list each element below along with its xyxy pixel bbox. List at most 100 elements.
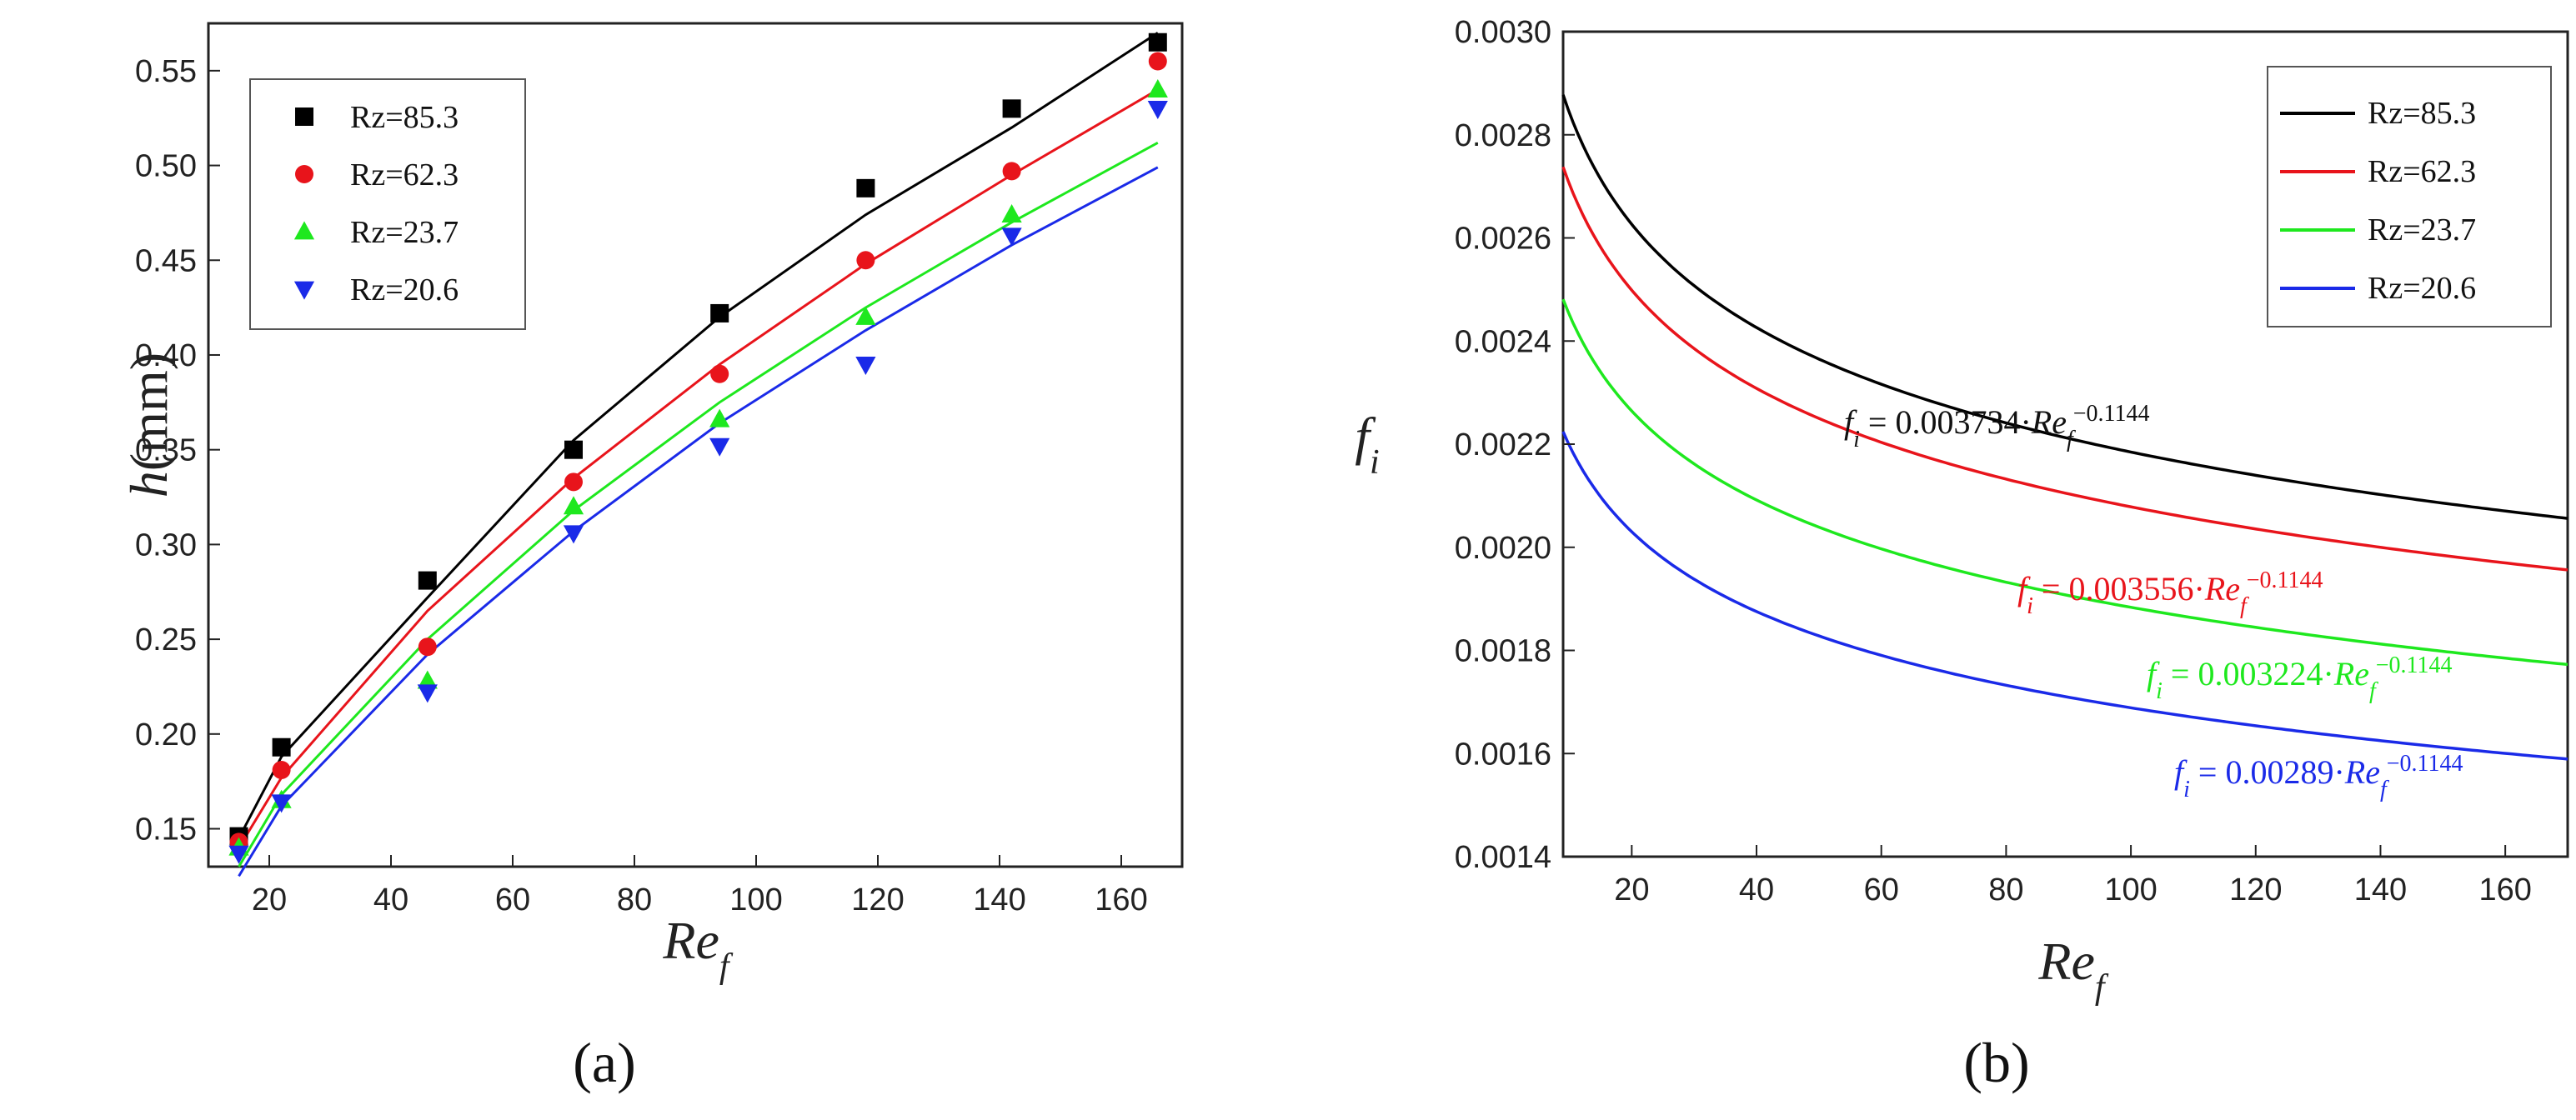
a-ytick-label-8: 0.55	[135, 54, 197, 89]
chart-b-legend-lines	[2280, 112, 2355, 290]
a-point-s1-3	[564, 472, 583, 492]
chart-b-x-axis-title: Ref	[2037, 932, 2109, 1007]
a-point-s3-1	[271, 794, 292, 813]
b-ytick-label-5: 0.0024	[1455, 324, 1551, 359]
a-point-s3-5	[855, 356, 876, 375]
b-series-line-0	[1561, 94, 2568, 520]
b-ytick-label-6: 0.0026	[1455, 222, 1551, 257]
a-point-s3-0	[228, 845, 249, 864]
chart-b-y-axis-title: fi	[1355, 407, 1379, 482]
equation-rz85: fi = 0.003734·Ref−0.1144	[1844, 401, 2150, 452]
a-xtick-label-5: 120	[851, 882, 904, 918]
a-ytick-label-6: 0.45	[135, 243, 197, 278]
legend-b-label-0: Rz=85.3	[2368, 96, 2476, 131]
chart-a: 20 40 60 80 100 120 140 160 0.15 0.20 0.25 0.30 0.3…	[119, 22, 1184, 1094]
b-ytick-label-2: 0.0018	[1455, 634, 1551, 669]
a-ytick-label-1: 0.20	[135, 718, 197, 752]
a-point-s3-4	[709, 438, 730, 457]
b-xtick-label-5: 120	[2229, 872, 2282, 908]
a-point-s3-6	[1001, 228, 1022, 247]
equation-rz62: fi = 0.003556·Ref−0.1144	[2017, 568, 2323, 619]
a-point-s3-3	[563, 525, 584, 544]
b-xtick-label-6: 140	[2354, 872, 2407, 908]
chart-a-x-axis-title: Ref	[662, 911, 734, 986]
b-xtick-label-3: 80	[1988, 872, 2023, 908]
b-xtick-label-7: 160	[2478, 872, 2531, 908]
chart-b: 20 40 60 80 100 120 140 160 0.00140.00160.00180…	[1355, 15, 2569, 1094]
legend-a-label-3: Rz=20.6	[350, 272, 459, 308]
equation-rz23: fi = 0.003224·Ref−0.1144	[2147, 652, 2453, 704]
chart-a-y-axis-title: h(mm)	[119, 352, 178, 498]
legend-a-marker-3	[293, 281, 315, 300]
a-point-s0-4	[710, 303, 729, 322]
a-xtick-label-1: 40	[373, 882, 408, 918]
a-point-s0-3	[564, 440, 583, 459]
a-point-s0-5	[856, 178, 875, 198]
a-fit-line-3	[238, 166, 1159, 878]
a-point-s1-1	[272, 761, 291, 780]
legend-a-label-2: Rz=23.7	[350, 215, 459, 250]
a-point-s0-6	[1002, 99, 1021, 118]
a-point-s1-6	[1002, 162, 1021, 181]
b-xtick-label-4: 100	[2104, 872, 2157, 908]
chart-a-legend-markers	[293, 108, 315, 300]
a-point-s3-7	[1147, 100, 1168, 119]
b-ytick-label-3: 0.0020	[1455, 531, 1551, 566]
chart-a-y-ticks: 0.15 0.20 0.25 0.30 0.35 0.40 0.45 0.50 0.55	[135, 54, 220, 848]
a-point-s0-1	[272, 738, 291, 757]
chart-a-x-ticks: 20 40 60 80 100 120 140 160	[252, 855, 1148, 918]
a-ytick-label-2: 0.25	[135, 622, 197, 658]
b-xtick-label-0: 20	[1614, 872, 1649, 908]
legend-b-label-2: Rz=23.7	[2368, 212, 2476, 248]
a-point-s3-2	[417, 684, 438, 703]
legend-b-label-3: Rz=20.6	[2368, 271, 2476, 306]
legend-a-marker-2	[293, 221, 315, 240]
chart-a-panel-label: (a)	[573, 1031, 635, 1094]
b-ytick-label-4: 0.0022	[1455, 428, 1551, 462]
chart-a-points	[228, 32, 1168, 864]
a-point-s0-2	[418, 571, 437, 590]
chart-b-lines	[1561, 94, 2568, 761]
a-point-s2-3	[563, 496, 584, 515]
a-point-s0-7	[1148, 32, 1167, 52]
a-ytick-label-3: 0.30	[135, 528, 197, 562]
a-ytick-label-5: 0.40	[135, 338, 197, 373]
b-ytick-label-1: 0.0016	[1455, 737, 1551, 772]
a-point-s1-5	[856, 251, 875, 270]
legend-a-label-0: Rz=85.3	[350, 100, 459, 135]
b-ytick-label-7: 0.0028	[1455, 118, 1551, 153]
a-fit-line-0	[238, 32, 1159, 839]
a-point-s1-2	[418, 638, 437, 657]
a-xtick-label-6: 140	[973, 882, 1025, 918]
chart-a-legend: Rz=85.3 Rz=62.3 Rz=23.7 Rz=20.6	[249, 78, 526, 330]
a-point-s2-2	[417, 670, 438, 689]
a-xtick-label-2: 60	[495, 882, 530, 918]
b-series-line-3	[1561, 431, 2568, 761]
legend-a-marker-0	[295, 108, 313, 126]
a-point-s1-4	[710, 364, 729, 383]
equation-rz20: fi = 0.00289·Ref−0.1144	[2174, 751, 2463, 802]
a-xtick-label-0: 20	[252, 882, 287, 918]
a-fit-line-2	[238, 141, 1159, 868]
a-fit-line-1	[238, 88, 1159, 849]
a-point-s2-7	[1147, 78, 1168, 98]
a-point-s2-6	[1001, 204, 1022, 223]
a-ytick-label-4: 0.35	[135, 433, 197, 468]
legend-b-label-1: Rz=62.3	[2368, 154, 2476, 189]
chart-b-y-ticks: 0.0014 0.0016 0.0018 0.0020 0.0022 0.0024 0.00…	[1455, 15, 1575, 875]
legend-a-label-1: Rz=62.3	[350, 158, 459, 192]
chart-b-legend: Rz=85.3 Rz=62.3 Rz=23.7 Rz=20.6	[2267, 66, 2552, 328]
b-xtick-label-1: 40	[1739, 872, 1774, 908]
a-xtick-label-7: 160	[1095, 882, 1147, 918]
legend-a-marker-1	[295, 165, 313, 183]
a-ytick-label-0: 0.15	[135, 812, 197, 848]
b-xtick-label-2: 60	[1864, 872, 1899, 908]
a-xtick-label-3: 80	[617, 882, 652, 918]
a-point-s2-4	[709, 408, 730, 428]
a-ytick-label-7: 0.50	[135, 149, 197, 184]
chart-a-fit-lines	[238, 32, 1159, 878]
b-series-line-2	[1561, 298, 2568, 667]
a-xtick-label-4: 100	[729, 882, 782, 918]
a-point-s1-7	[1148, 52, 1167, 71]
